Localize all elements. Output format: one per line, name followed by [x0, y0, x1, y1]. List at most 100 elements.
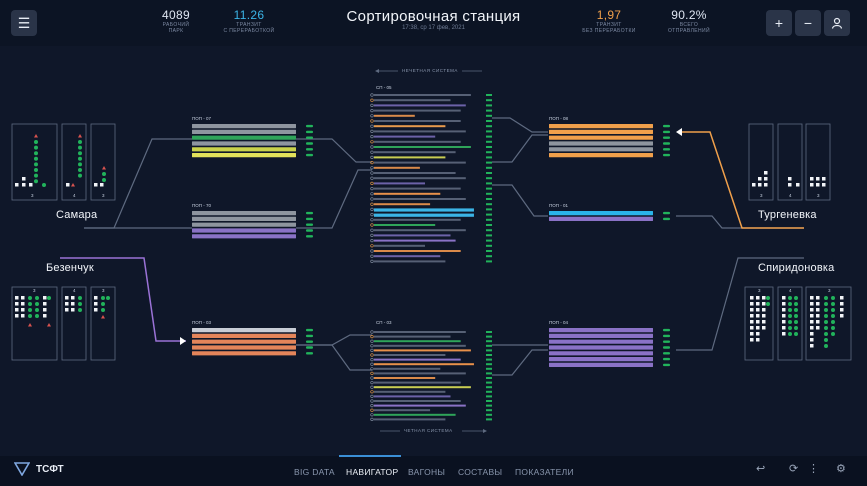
wagon-marker	[35, 314, 39, 318]
track-signal	[486, 390, 492, 393]
track-signal	[486, 213, 492, 216]
wagon-marker	[15, 296, 19, 300]
track-signal	[663, 153, 670, 157]
wagon-marker	[65, 308, 69, 312]
track-signal	[306, 124, 313, 128]
wagon-marker	[35, 302, 39, 306]
switch	[370, 93, 374, 97]
track-signal	[306, 334, 313, 338]
settings-icon[interactable]: ⚙	[836, 463, 846, 475]
wagon-marker	[101, 302, 105, 306]
track-signal	[486, 340, 492, 343]
track-signal	[486, 367, 492, 370]
track	[192, 216, 296, 221]
minus-icon: −	[803, 15, 813, 31]
wagon-marker	[28, 302, 32, 306]
more-icon[interactable]: ⋮	[808, 463, 819, 475]
switch	[370, 344, 374, 348]
tab-big-data[interactable]: BIG DATA	[294, 467, 335, 477]
wagon-marker	[794, 296, 798, 300]
zoom-out-button[interactable]: −	[795, 10, 821, 36]
warning-icon	[71, 183, 75, 187]
wagon-marker	[750, 320, 754, 324]
track-signal	[306, 136, 313, 139]
track-signal	[306, 352, 313, 355]
switch	[370, 381, 374, 385]
tab-wagons[interactable]: ВАГОНЫ	[408, 467, 446, 477]
wagon-marker	[788, 326, 792, 330]
wagon-marker	[794, 308, 798, 312]
wagon-marker	[756, 314, 760, 318]
back-icon[interactable]: ↩	[756, 463, 766, 475]
yard-sp05[interactable]	[370, 93, 492, 264]
track	[374, 114, 415, 117]
track-signal	[486, 354, 492, 356]
track-signal	[486, 109, 492, 112]
track	[374, 354, 446, 356]
wagon-marker	[750, 296, 754, 300]
track	[374, 229, 466, 232]
switch	[370, 140, 374, 144]
track	[549, 328, 653, 333]
city-spiridonovka[interactable]: Спиридоновка	[758, 262, 835, 274]
track	[549, 357, 653, 362]
city-samara[interactable]: Самара	[56, 209, 98, 221]
switch	[370, 413, 374, 417]
track-signal	[486, 234, 492, 237]
switch	[370, 399, 374, 403]
track	[192, 351, 296, 356]
track-signal	[306, 328, 313, 332]
track	[549, 129, 653, 134]
yard-pop04[interactable]	[549, 328, 670, 367]
wagon-marker	[756, 326, 760, 330]
yard-sp03[interactable]	[370, 330, 492, 422]
wagon-marker	[824, 344, 828, 348]
city-turgenevka[interactable]: Тургеневка	[758, 209, 817, 221]
yard-pop07[interactable]	[192, 124, 313, 158]
wagon-marker	[840, 308, 844, 312]
track-signal	[306, 148, 313, 151]
track	[374, 187, 461, 190]
wagon-marker	[788, 332, 792, 336]
wagon-marker	[840, 314, 844, 318]
city-bezenchuk[interactable]: Безенчук	[46, 262, 94, 274]
wagon-marker	[21, 296, 25, 300]
track	[374, 99, 451, 102]
wagon-marker	[78, 296, 82, 300]
track	[192, 333, 296, 338]
track	[374, 140, 461, 143]
track	[374, 418, 446, 421]
wagon-marker	[22, 177, 26, 181]
yard-label-pop07: ПОП - 07	[192, 116, 211, 121]
switch	[370, 150, 374, 154]
yard-pop70[interactable]	[192, 211, 313, 239]
tab-navigator[interactable]: НАВИГАТОР	[346, 467, 399, 477]
track	[374, 331, 466, 333]
tab-indicators[interactable]: ПОКАЗАТЕЛИ	[515, 467, 574, 477]
menu-button[interactable]: ☰	[11, 10, 37, 36]
wagon-marker	[782, 326, 786, 330]
wagon-marker	[810, 302, 814, 306]
profile-button[interactable]	[824, 10, 850, 36]
station-scheme	[11, 69, 852, 433]
wagon-marker	[810, 183, 814, 187]
switch	[370, 233, 374, 237]
bottom-nav-bar	[0, 456, 867, 486]
active-tab-indicator	[339, 455, 401, 457]
track-signal	[486, 335, 492, 338]
yard-pop08[interactable]	[549, 124, 670, 158]
yard-pop01[interactable]	[549, 211, 670, 221]
yard-pop03[interactable]	[192, 328, 313, 356]
tab-trains[interactable]: СОСТАВЫ	[458, 467, 503, 477]
refresh-icon[interactable]: ⟳	[789, 463, 799, 475]
zoom-in-button[interactable]: +	[766, 10, 792, 36]
track	[192, 124, 296, 129]
yard-label-pop04: ПОП - 04	[549, 320, 568, 325]
page-subtitle: 17:38, ср 17 фев, 2021	[402, 25, 465, 31]
wagon-marker	[762, 326, 766, 330]
switch	[370, 348, 374, 353]
wagon-marker	[794, 332, 798, 336]
track	[374, 395, 451, 398]
park-count: 3	[758, 288, 761, 293]
stat-label: РАБОЧИЙ	[162, 22, 190, 28]
